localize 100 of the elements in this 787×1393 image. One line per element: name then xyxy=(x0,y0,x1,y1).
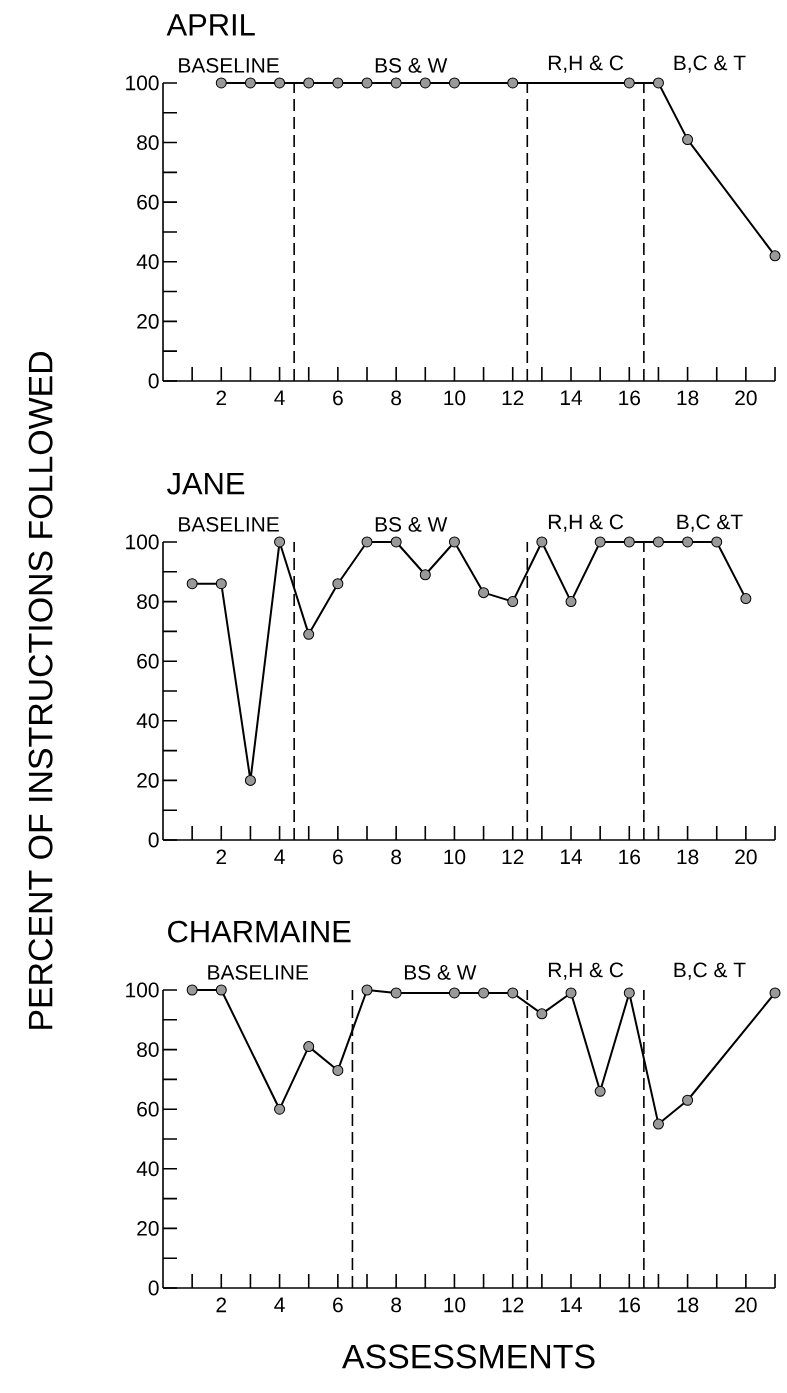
y-tick-label: 40 xyxy=(136,254,159,270)
y-tick-label: 40 xyxy=(136,713,159,729)
point xyxy=(186,984,198,996)
point xyxy=(652,77,664,89)
text: BS & W xyxy=(375,57,448,73)
point xyxy=(507,596,519,608)
point xyxy=(215,77,227,89)
x-tick-label: 12 xyxy=(502,1297,524,1313)
text: B,C & T xyxy=(674,55,746,73)
point xyxy=(274,1103,286,1115)
x-tick-label: 8 xyxy=(391,1297,402,1313)
point xyxy=(215,984,227,996)
point xyxy=(215,578,227,590)
chart-title: JANE xyxy=(167,472,245,495)
point xyxy=(332,578,344,590)
y-tick-label: 60 xyxy=(137,1101,159,1117)
point xyxy=(244,774,256,786)
chart-title: CHARMAINE xyxy=(168,920,351,943)
y-tick-label: 100 xyxy=(126,982,159,998)
text: BS & W xyxy=(375,516,448,532)
x-tick-label: 6 xyxy=(333,1297,343,1313)
point xyxy=(361,984,373,996)
y-tick-label: 0 xyxy=(148,373,159,389)
point xyxy=(536,536,548,548)
y-tick-label: 80 xyxy=(137,594,159,609)
text: BASELINE xyxy=(208,964,308,980)
point xyxy=(303,1041,315,1053)
point xyxy=(623,987,635,999)
point xyxy=(390,536,402,548)
x-tick-label: 20 xyxy=(735,390,757,406)
y-tick-label: 80 xyxy=(137,1042,159,1057)
text: R,H & C xyxy=(548,962,624,980)
point xyxy=(390,987,402,999)
point xyxy=(448,987,460,999)
x-tick-label: 2 xyxy=(216,390,227,406)
point xyxy=(332,1064,344,1076)
x-tick-label: 18 xyxy=(677,390,699,406)
x-tick-label: 16 xyxy=(619,849,641,865)
y-tick-label: 0 xyxy=(148,1280,159,1296)
point xyxy=(682,1094,694,1106)
y-axis-title: PERCENT OF INSTRUCTIONS FOLLOWED xyxy=(28,351,53,1029)
x-tick-label: 20 xyxy=(735,849,757,865)
point xyxy=(769,987,781,999)
point xyxy=(711,536,723,548)
point xyxy=(594,1085,606,1097)
x-tick-label: 10 xyxy=(444,849,466,865)
x-tick-label: 14 xyxy=(560,390,583,405)
point xyxy=(682,536,694,548)
y-tick-label: 20 xyxy=(137,772,159,788)
text: BASELINE xyxy=(179,516,279,532)
point xyxy=(274,536,286,548)
point xyxy=(361,536,373,548)
y-tick-label: 100 xyxy=(126,75,159,91)
y-tick-label: 60 xyxy=(137,194,159,210)
x-tick-label: 4 xyxy=(274,1297,285,1312)
point xyxy=(536,1008,548,1020)
x-tick-label: 16 xyxy=(619,1297,641,1313)
point xyxy=(565,596,577,608)
point xyxy=(361,77,373,89)
y-tick-label: 0 xyxy=(148,832,159,848)
text: B,C &T xyxy=(677,514,743,532)
y-tick-label: 20 xyxy=(137,1220,159,1236)
x-tick-label: 12 xyxy=(502,849,524,865)
point xyxy=(652,1118,664,1130)
point xyxy=(565,987,577,999)
x-axis-title: ASSESSMENTS xyxy=(342,1344,595,1369)
text: R,H & C xyxy=(548,514,624,532)
x-tick-label: 18 xyxy=(677,1297,699,1313)
x-tick-label: 4 xyxy=(274,390,285,405)
x-tick-label: 20 xyxy=(735,1297,757,1313)
point xyxy=(652,536,664,548)
x-tick-label: 18 xyxy=(677,849,699,865)
x-tick-label: 14 xyxy=(560,849,583,864)
point xyxy=(478,587,490,599)
point xyxy=(390,77,402,89)
point xyxy=(244,77,256,89)
x-tick-label: 12 xyxy=(502,390,524,406)
x-tick-label: 6 xyxy=(333,849,343,865)
x-tick-label: 10 xyxy=(444,390,466,406)
point xyxy=(448,77,460,89)
point xyxy=(594,536,606,548)
point xyxy=(419,569,431,581)
text: R,H & C xyxy=(548,55,624,73)
x-tick-label: 16 xyxy=(619,390,641,406)
x-tick-label: 14 xyxy=(560,1297,583,1312)
y-tick-label: 80 xyxy=(137,135,159,150)
x-tick-label: 8 xyxy=(391,390,402,406)
point xyxy=(419,77,431,89)
x-tick-label: 8 xyxy=(391,849,402,865)
point xyxy=(274,77,286,89)
point xyxy=(448,536,460,548)
text: B,C & T xyxy=(674,962,746,980)
point xyxy=(623,536,635,548)
point xyxy=(682,134,694,146)
text: BS & W xyxy=(404,964,477,980)
x-tick-label: 10 xyxy=(444,1297,466,1313)
point xyxy=(769,250,781,262)
y-tick-label: 40 xyxy=(136,1161,159,1177)
point xyxy=(740,593,752,605)
point xyxy=(303,77,315,89)
